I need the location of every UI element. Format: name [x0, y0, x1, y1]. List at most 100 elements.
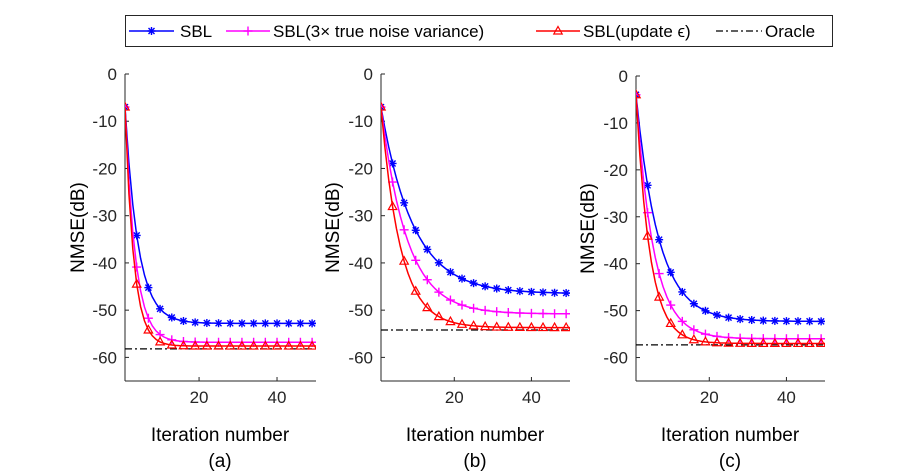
- y-tick-label: -30: [348, 207, 373, 226]
- legend-item-sbl-update: SBL(update ϵ): [536, 22, 691, 41]
- series-sbl-point: [538, 287, 548, 298]
- plot-area: [381, 101, 570, 332]
- series-sbl-3x-point: [131, 261, 142, 273]
- legend-item-sbl: SBL: [129, 22, 212, 41]
- series-sbl-point: [272, 318, 282, 329]
- series-sbl-point: [700, 306, 711, 316]
- series-sbl-3x-point: [479, 305, 491, 316]
- series-sbl-point: [213, 318, 224, 328]
- series-sbl-point: [735, 314, 745, 324]
- series-sbl-point: [758, 315, 768, 326]
- series-sbl-3x-point: [665, 299, 676, 311]
- series-sbl-3x-point: [491, 306, 502, 317]
- series-sbl-update-line: [636, 94, 825, 345]
- series-sbl-point: [178, 316, 189, 326]
- series-sbl-point: [515, 286, 525, 296]
- y-tick-label: -60: [92, 348, 117, 367]
- panel-caption: (c): [719, 451, 741, 472]
- series-sbl-3x-line: [636, 94, 825, 340]
- series-sbl-point: [804, 316, 815, 326]
- x-axis-label: Iteration number: [406, 425, 545, 446]
- x-tick-label: 20: [700, 388, 719, 407]
- y-tick-label: -10: [348, 112, 373, 131]
- series-sbl-point: [284, 318, 294, 329]
- plot-area: [125, 101, 316, 350]
- series-sbl-point: [689, 299, 699, 309]
- chart-panel-a: 0 -10 -20 -30 -40 -50 -60 20 40 Iteration number N…: [68, 65, 316, 472]
- series-sbl-point: [190, 317, 200, 328]
- y-tick-label: -50: [92, 301, 117, 320]
- series-sbl-3x-point: [503, 307, 514, 318]
- legend-label-sbl: SBL: [180, 22, 212, 41]
- series-sbl-3x-point: [549, 308, 560, 319]
- series-sbl-point: [143, 282, 154, 293]
- chart-panel-c: 0 -10 -20 -30 -40 -50 -60 20 40 Iteration number N…: [578, 67, 825, 472]
- y-axis-label: NMSE(dB): [68, 182, 89, 273]
- series-sbl-point: [399, 198, 409, 208]
- y-tick-label: -20: [348, 159, 373, 178]
- series-sbl-point: [202, 318, 212, 328]
- series-sbl-point: [237, 318, 247, 329]
- series-sbl-point: [248, 318, 259, 329]
- series-sbl-point: [781, 316, 792, 326]
- y-tick-label: -20: [603, 161, 628, 180]
- series-sbl-3x-point: [445, 294, 456, 306]
- series-sbl-point: [793, 316, 803, 326]
- x-tick-label: 40: [522, 388, 541, 407]
- series-sbl-line: [381, 106, 570, 294]
- panel-caption: (a): [208, 451, 231, 472]
- y-tick-label: -60: [348, 348, 373, 367]
- series-sbl-line: [636, 94, 825, 323]
- y-tick-label: -60: [603, 349, 628, 368]
- chart-panel-b: 0 -10 -20 -30 -40 -50 -60 20 40 Iteration number N…: [323, 65, 570, 472]
- series-sbl-3x-point: [514, 307, 526, 319]
- series-sbl-point: [155, 304, 165, 314]
- series-sbl-3x-point: [537, 308, 549, 319]
- series-sbl-3x-line: [125, 107, 316, 344]
- legend-label-oracle: Oracle: [765, 22, 815, 41]
- series-sbl-point: [260, 318, 271, 329]
- y-tick-label: -30: [92, 207, 117, 226]
- series-sbl-point: [723, 312, 734, 323]
- y-tick-label: -40: [92, 254, 117, 273]
- series-sbl-3x-point: [688, 324, 700, 335]
- legend-marker-asterisk-icon: [146, 26, 157, 36]
- y-tick-label: -10: [92, 112, 117, 131]
- y-tick-label: -50: [603, 302, 628, 321]
- x-axis-label: Iteration number: [661, 425, 800, 446]
- x-tick-label: 40: [777, 388, 796, 407]
- legend-label-sbl-update: SBL(update ϵ): [583, 22, 691, 41]
- series-sbl-3x-point: [526, 308, 537, 319]
- series-sbl-point: [712, 310, 722, 320]
- y-tick-label: 0: [619, 67, 628, 86]
- series-sbl-point: [468, 278, 479, 288]
- series-sbl-point: [422, 244, 432, 255]
- plot-area: [636, 89, 825, 348]
- series-sbl-point: [503, 285, 513, 295]
- y-tick-label: -50: [348, 301, 373, 320]
- y-axis-label: NMSE(dB): [578, 183, 599, 274]
- series-sbl-point: [770, 316, 780, 326]
- legend-item-sbl-3x: SBL(3× true noise variance): [226, 22, 484, 41]
- series-sbl-point: [295, 318, 306, 329]
- series-sbl-point: [457, 273, 467, 284]
- x-axis-label: Iteration number: [151, 425, 290, 446]
- series-sbl-point: [307, 318, 316, 329]
- series-sbl-point: [445, 267, 456, 277]
- legend-item-oracle: Oracle: [716, 22, 815, 41]
- series-sbl-point: [225, 318, 235, 329]
- y-tick-label: -30: [603, 208, 628, 227]
- y-tick-label: 0: [364, 65, 373, 84]
- series-sbl-point: [526, 287, 537, 297]
- series-sbl-point: [654, 234, 664, 245]
- series-sbl-point: [411, 225, 421, 235]
- x-tick-label: 20: [190, 388, 209, 407]
- y-tick-label: -10: [603, 114, 628, 133]
- y-tick-label: 0: [108, 65, 117, 84]
- panel-caption: (b): [463, 451, 486, 472]
- series-sbl-3x-point: [410, 255, 421, 266]
- series-sbl-3x-point: [456, 299, 468, 311]
- y-tick-label: -40: [603, 255, 628, 274]
- series-sbl-3x-point: [398, 224, 410, 236]
